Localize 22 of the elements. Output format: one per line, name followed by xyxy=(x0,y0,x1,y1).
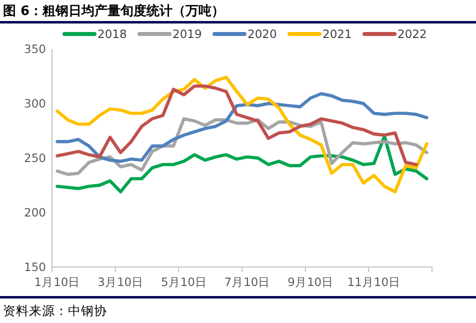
line-series xyxy=(56,134,428,194)
legend-label: 2018 xyxy=(98,27,127,41)
line-series xyxy=(56,92,428,163)
x-tick-label: 9月10日 xyxy=(288,275,334,289)
chart-title: 图 6：粗钢日均产量旬度统计（万吨） xyxy=(3,3,225,19)
text: 资料来源：中钢协 xyxy=(3,303,107,318)
legend-label: 2021 xyxy=(322,27,352,41)
x-tick-label: 3月10日 xyxy=(98,275,144,289)
legend-label: 2020 xyxy=(248,27,277,41)
line-series xyxy=(56,84,418,166)
x-tick-label: 5月10日 xyxy=(160,275,207,289)
y-tick-label: 300 xyxy=(24,96,46,110)
legend-label: 2019 xyxy=(172,27,202,41)
y-tick-label: 150 xyxy=(24,260,46,274)
legend-label: 2022 xyxy=(398,27,427,41)
y-tick-label: 350 xyxy=(24,42,46,56)
x-tick-label: 7月10日 xyxy=(224,275,270,289)
line-series xyxy=(56,76,428,194)
x-tick-label: 1月10日 xyxy=(34,275,80,289)
y-tick-label: 250 xyxy=(24,151,46,165)
x-tick-label: 11月10日 xyxy=(347,275,401,289)
y-tick-label: 200 xyxy=(24,206,46,220)
